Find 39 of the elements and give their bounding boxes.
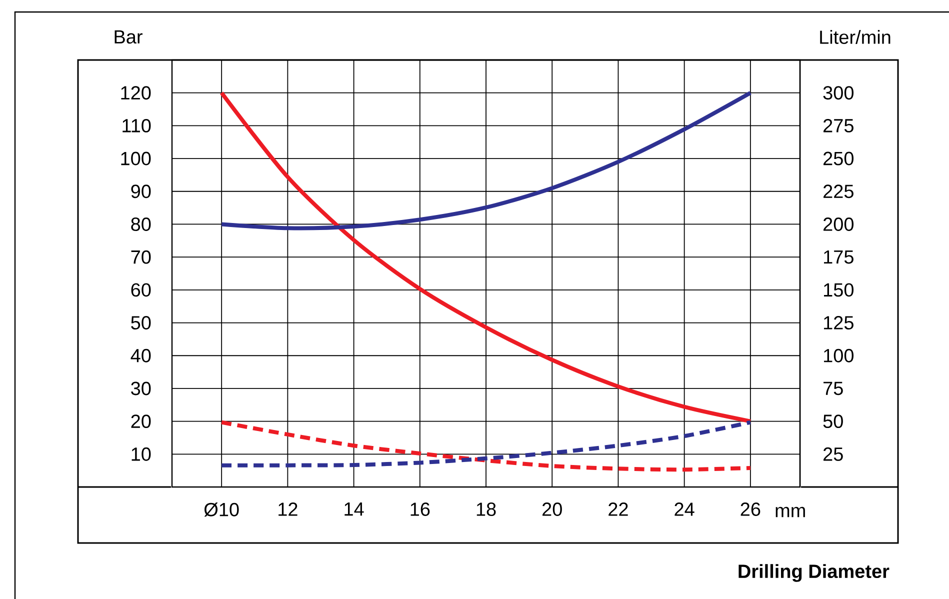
line-series [220,90,752,230]
x-tick-label: 24 [674,502,694,516]
x-tick-label: 20 [542,502,562,516]
x-tick-label: 14 [344,502,364,516]
y2-tick-label: 50 [823,414,843,428]
text: mm [776,506,805,518]
y-tick-label: 20 [131,414,151,428]
y-tick-label: 40 [130,348,151,362]
x-tick-label: 12 [278,502,298,516]
x-tick-label: 26 [740,502,760,516]
y-tick-label: 80 [131,218,151,231]
y-tick-label: 90 [131,184,151,198]
y2-axis-title: Liter/min [820,30,890,44]
y-axis-title: Bar [114,30,142,44]
y2-tick-label: 275 [824,118,854,132]
y-tick-label: 10 [132,447,151,461]
y-tick-label: 50 [131,316,151,330]
line-series [220,90,752,424]
y2-tick-label: 200 [824,218,854,231]
x-tick-label: 18 [476,502,496,516]
y-tick-label: 110 [122,118,151,132]
y2-tick-label: 25 [824,447,843,461]
x-tick-label: 16 [410,502,430,516]
y2-tick-label: 225 [824,184,854,198]
y2-tick-label: 300 [823,86,854,100]
y-tick-label: 120 [121,86,151,100]
y2-tick-label: 125 [824,316,854,330]
y2-tick-label: 250 [824,152,854,166]
y-tick-label: 100 [121,152,151,166]
x-tick-label: 22 [608,502,628,516]
y2-tick-label: 175 [824,250,854,264]
x-axis-title: Drilling Diameter [738,564,890,582]
y-tick-label: 30 [131,382,151,396]
y-tick-label: 70 [131,250,151,264]
y-tick-label: 60 [131,283,151,297]
y2-tick-label: 75 [824,382,843,396]
y2-tick-label: 100 [824,348,854,362]
y2-tick-label: 150 [824,283,854,297]
x-tick-label: Ø10 [204,502,239,517]
